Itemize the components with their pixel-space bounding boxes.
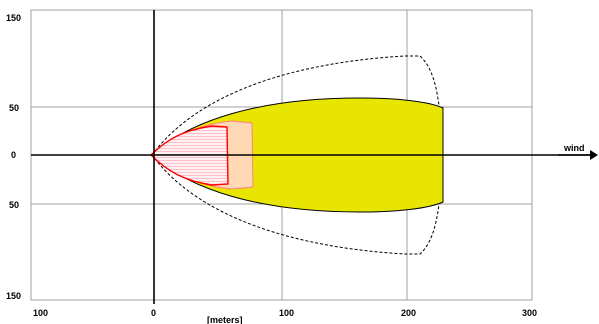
y-tick-label: 50	[9, 103, 19, 113]
y-tick-label: 0	[11, 150, 16, 160]
outer-dashed-envelope	[151, 55, 444, 255]
x-unit-label: [meters]	[207, 315, 243, 324]
wind-arrow-icon	[558, 150, 598, 160]
y-tick-label: 50	[9, 200, 19, 210]
x-tick-label: 0	[151, 308, 156, 318]
x-tick-label: 300	[522, 308, 537, 318]
x-tick-label: 100	[33, 308, 48, 318]
y-tick-label: 150	[6, 13, 21, 23]
x-tick-label: 100	[279, 308, 294, 318]
x-tick-label: 200	[401, 308, 416, 318]
y-tick-label: 150	[6, 291, 21, 301]
wind-label: wind	[563, 143, 585, 153]
